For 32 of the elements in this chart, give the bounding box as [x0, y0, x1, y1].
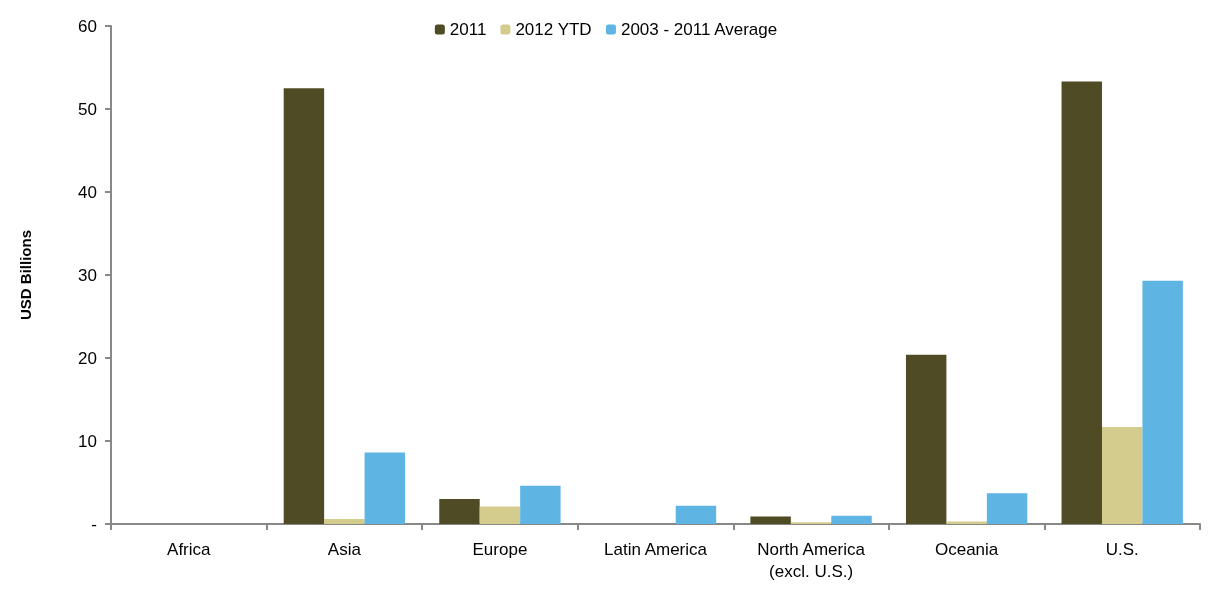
- legend-label: 2003 - 2011 Average: [620, 20, 778, 39]
- bar: [831, 515, 872, 524]
- y-tick-label: 40: [78, 182, 97, 202]
- bar: [750, 516, 791, 524]
- x-tick-label: Africa: [167, 539, 212, 559]
- bar: [324, 519, 365, 524]
- bar: [364, 452, 406, 524]
- y-tick-label: -: [91, 514, 97, 534]
- x-tick-label: Asia: [327, 539, 362, 559]
- legend-label: 2012 YTD: [515, 20, 592, 39]
- bar: [905, 354, 947, 524]
- x-tick-label: Latin America: [604, 539, 708, 559]
- x-tick-label: Oceania: [934, 539, 999, 559]
- bar: [520, 485, 561, 524]
- x-tick-label: North America (excl. U.S.): [757, 539, 866, 581]
- bar: [479, 506, 521, 524]
- x-tick-label: Europe: [472, 539, 528, 559]
- bar: [986, 493, 1028, 524]
- bar: [675, 505, 717, 524]
- bar: [439, 499, 480, 524]
- bar: [1061, 81, 1102, 524]
- bar: [1101, 426, 1143, 524]
- y-tick-label: 60: [78, 16, 97, 36]
- y-tick-label: 20: [78, 348, 97, 368]
- y-axis-title: USD Billions: [17, 229, 34, 321]
- legend-label: 2011: [449, 20, 487, 39]
- x-tick-label: U.S.: [1105, 539, 1139, 559]
- y-tick-label: 30: [78, 265, 97, 285]
- bar: [283, 88, 325, 524]
- y-tick-label: 50: [78, 99, 97, 119]
- y-tick-label: 10: [78, 431, 97, 451]
- bar: [1142, 280, 1183, 524]
